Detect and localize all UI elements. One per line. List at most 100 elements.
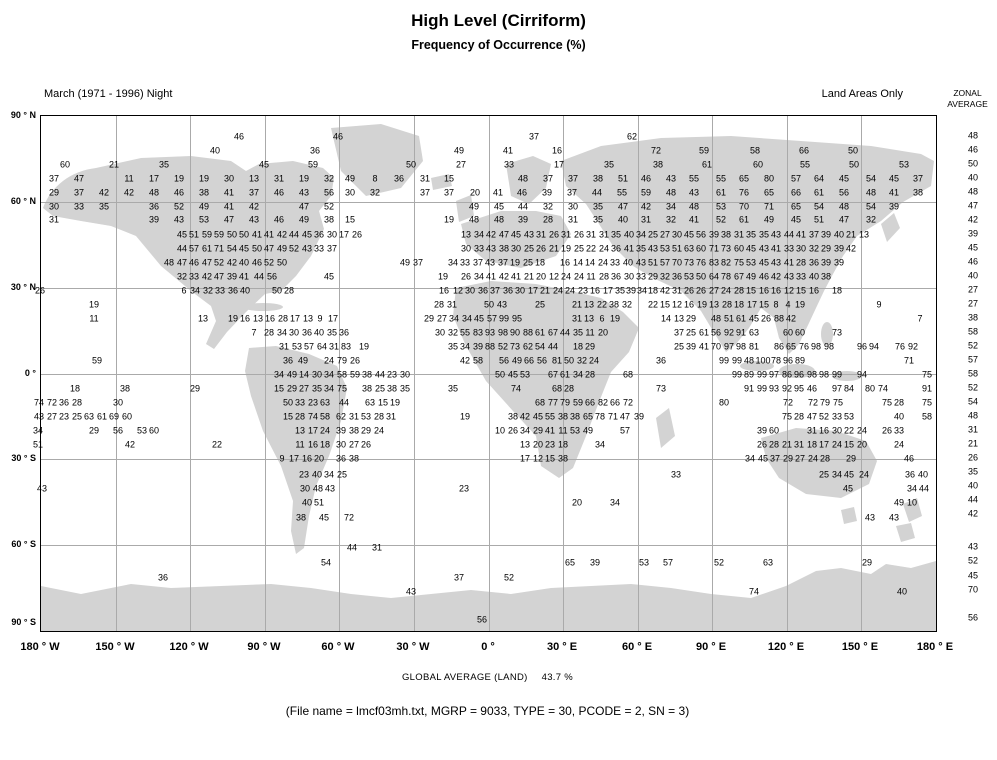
grid-value: 17 <box>602 285 614 296</box>
grid-value: 48 <box>517 173 529 184</box>
grid-value: 41 <box>888 187 900 198</box>
grid-value: 75 <box>921 397 933 408</box>
grid-value: 13 <box>460 229 472 240</box>
grid-value: 47 <box>298 201 310 212</box>
grid-value: 31 <box>585 229 597 240</box>
zonal-average-value: 40 <box>967 172 979 183</box>
grid-value: 37 <box>528 131 540 142</box>
lon-axis-label: 120 ° E <box>767 641 805 653</box>
grid-value: 47 <box>617 201 629 212</box>
grid-value: 65 <box>564 557 576 568</box>
grid-value: 40 <box>896 586 908 597</box>
zonal-average-value: 57 <box>967 354 979 365</box>
grid-value: 71 <box>763 201 775 212</box>
grid-value: 28 <box>768 439 780 450</box>
grid-value: 26 <box>573 229 585 240</box>
grid-value: 56 <box>323 187 335 198</box>
grid-value: 18 <box>647 285 659 296</box>
grid-value: 63 <box>748 327 760 338</box>
grid-value: 37 <box>769 453 781 464</box>
zonal-average-value: 48 <box>967 410 979 421</box>
grid-value: 17 <box>818 439 830 450</box>
zonal-average-value: 42 <box>967 214 979 225</box>
grid-value: 50 <box>251 243 263 254</box>
grid-value: 30 <box>48 201 60 212</box>
grid-value: 23 <box>544 439 556 450</box>
grid-value: 42 <box>519 411 531 422</box>
grid-value: 44 <box>288 229 300 240</box>
grid-value: 43 <box>301 243 313 254</box>
grid-value: 46 <box>233 131 245 142</box>
grid-value: 20 <box>313 453 325 464</box>
grid-value: 33 <box>214 285 226 296</box>
grid-value: 55 <box>688 173 700 184</box>
grid-value: 38 <box>323 214 335 225</box>
landmass-north-america <box>43 156 334 349</box>
grid-value: 78 <box>720 271 732 282</box>
grid-value: 29 <box>189 383 201 394</box>
grid-value: 51 <box>188 229 200 240</box>
grid-value: 41 <box>688 214 700 225</box>
grid-value: 31 <box>671 285 683 296</box>
grid-value: 16 <box>307 439 319 450</box>
grid-value: 74 <box>877 383 889 394</box>
grid-value: 61 <box>735 313 747 324</box>
grid-value: 57 <box>188 243 200 254</box>
area-coverage-label: Land Areas Only <box>821 88 903 100</box>
grid-value: 16 <box>438 285 450 296</box>
grid-value: 98 <box>497 327 509 338</box>
grid-value: 65 <box>790 201 802 212</box>
longitude-gridline <box>787 116 788 631</box>
grid-value: 88 <box>484 341 496 352</box>
grid-value: 43 <box>298 187 310 198</box>
grid-value: 20 <box>535 271 547 282</box>
zonal-average-value: 31 <box>967 424 979 435</box>
grid-value: 65 <box>738 173 750 184</box>
grid-value: 47 <box>223 214 235 225</box>
latitude-gridline <box>41 288 936 289</box>
longitude-gridline <box>861 116 862 631</box>
grid-value: 100 <box>755 355 771 366</box>
grid-value: 89 <box>794 355 806 366</box>
grid-value: 41 <box>502 145 514 156</box>
grid-value: 33 <box>459 257 471 268</box>
grid-value: 36 <box>58 397 70 408</box>
grid-value: 30 <box>112 397 124 408</box>
grid-value: 30 <box>671 229 683 240</box>
grid-value: 34 <box>473 271 485 282</box>
zonal-average-value: 70 <box>967 584 979 595</box>
grid-value: 60 <box>782 327 794 338</box>
grid-value: 28 <box>563 383 575 394</box>
grid-value: 24 <box>831 439 843 450</box>
grid-value: 33 <box>313 243 325 254</box>
grid-value: 92 <box>781 383 793 394</box>
grid-value: 83 <box>708 257 720 268</box>
grid-value: 12 <box>452 285 464 296</box>
grid-value: 49 <box>198 201 210 212</box>
grid-value: 35 <box>592 201 604 212</box>
grid-value: 33 <box>609 257 621 268</box>
grid-value: 22 <box>596 299 608 310</box>
grid-value: 25 <box>534 299 546 310</box>
grid-value: 45 <box>843 469 855 480</box>
global-average-label: GLOBAL AVERAGE (LAND) <box>401 672 528 683</box>
grid-value: 61 <box>534 327 546 338</box>
grid-value: 34 <box>32 425 44 436</box>
grid-value: 71 <box>708 243 720 254</box>
grid-value: 57 <box>303 341 315 352</box>
grid-value: 45 <box>842 483 854 494</box>
grid-value: 57 <box>790 173 802 184</box>
grid-value: 14 <box>298 369 310 380</box>
grid-value: 17 <box>519 453 531 464</box>
grid-value: 33 <box>831 411 843 422</box>
grid-value: 51 <box>32 439 44 450</box>
grid-value: 38 <box>720 229 732 240</box>
grid-value: 95 <box>511 313 523 324</box>
grid-value: 6 <box>181 285 187 296</box>
grid-value: 32 <box>808 243 820 254</box>
grid-value: 17 <box>553 159 565 170</box>
grid-value: 98 <box>735 341 747 352</box>
grid-value: 23 <box>58 411 70 422</box>
grid-value: 72 <box>622 397 634 408</box>
grid-value: 16 <box>770 285 782 296</box>
